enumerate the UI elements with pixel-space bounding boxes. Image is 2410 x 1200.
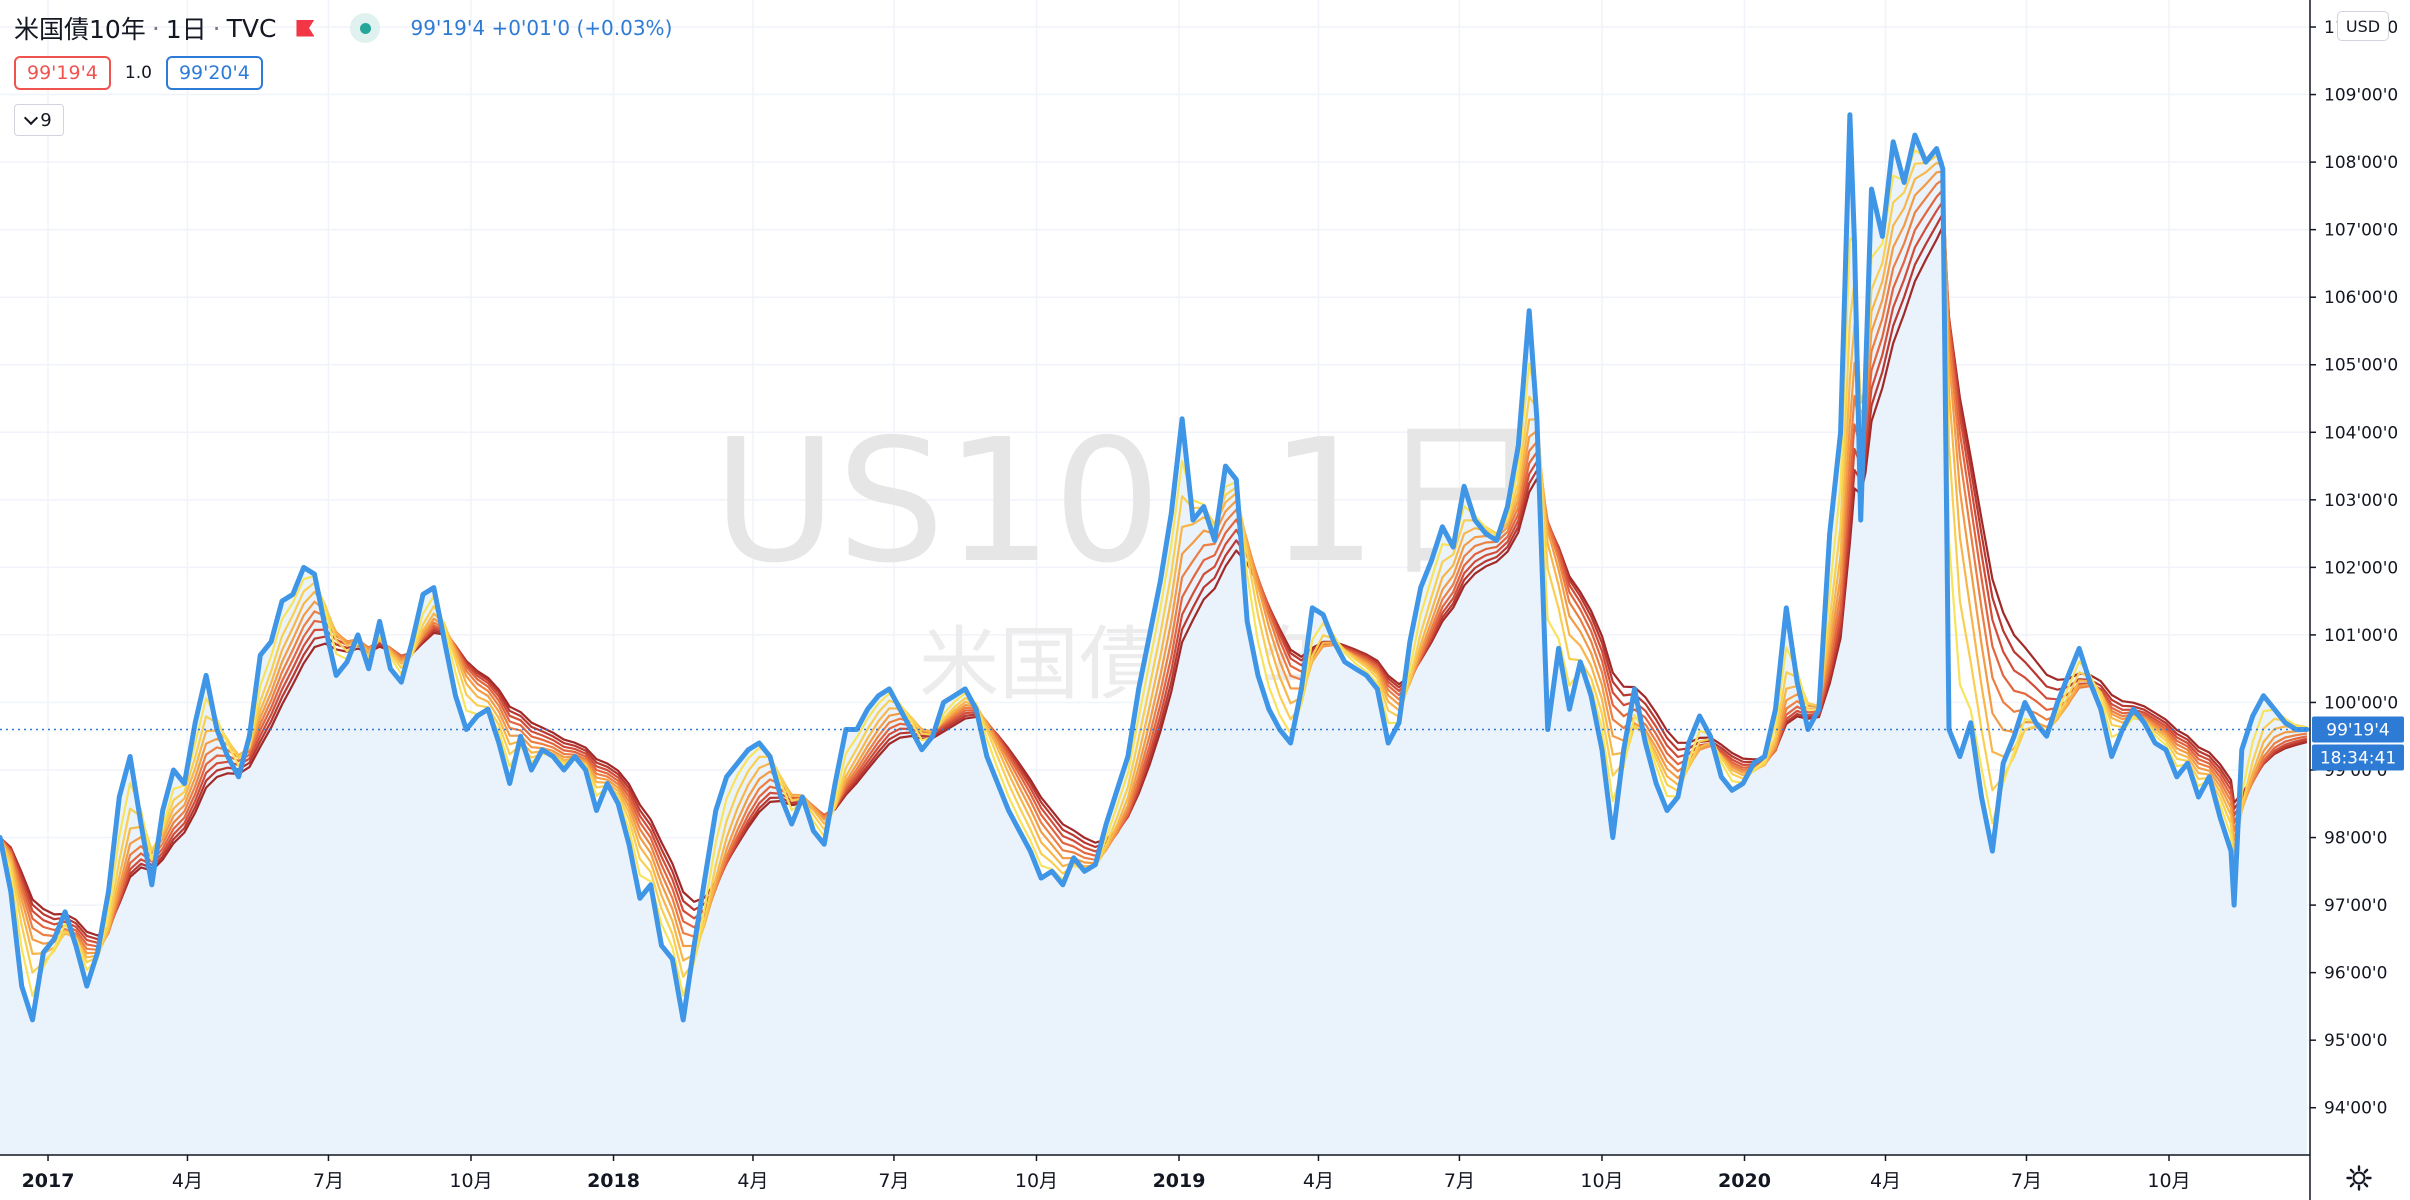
y-tick-label: 102'00'0 (2324, 558, 2398, 578)
x-tick-label: 4月 (1870, 1170, 1901, 1192)
y-tick-label: 107'00'0 (2324, 221, 2398, 241)
y-tick-label: 94'00'0 (2324, 1099, 2387, 1119)
header-last-price: 99'19'4 +0'01'0 (+0.03%) (410, 16, 672, 40)
time-axis[interactable]: 2017 4月 7月 10月 2018 4月 7月 10月 2019 4月 7月 10月 2020 4月 7… (22, 1155, 2191, 1192)
header-change: +0'01'0 (491, 16, 571, 40)
ask-price-button[interactable]: 99'20'4 (165, 56, 263, 90)
y-tick-label: 106'00'0 (2324, 288, 2398, 308)
header-separator: · (212, 13, 221, 43)
spread-value: 1.0 (124, 63, 152, 83)
last-price-tag-value: 99'19'4 (2326, 720, 2389, 740)
x-tick-label: 2018 (587, 1170, 640, 1192)
y-tick-label: 97'00'0 (2324, 896, 2387, 916)
watermark-symbol: US10, 1日 (713, 403, 1548, 601)
x-tick-label: 10月 (1580, 1170, 1623, 1192)
y-tick-label: 95'00'0 (2324, 1031, 2387, 1051)
x-tick-label: 2019 (1153, 1170, 1206, 1192)
x-tick-label: 2020 (1718, 1170, 1771, 1192)
moving-average-ribbon (0, 149, 2308, 998)
price-area-fill (0, 114, 2307, 1155)
countdown-tag-bg (2312, 744, 2404, 771)
last-price-tag: 99'19'4 18:34:41 (2312, 716, 2404, 771)
header-change-pct: (+0.03%) (576, 16, 673, 40)
symbol-watermark: US10, 1日 米国債10年 (713, 403, 1548, 711)
settings-gear-icon[interactable] (2346, 1165, 2372, 1191)
price-axis[interactable]: 94'00'095'00'096'00'097'00'098'00'099'00… (2310, 18, 2398, 1119)
quote-row: 99'19'4 1.0 99'20'4 (14, 56, 263, 90)
ema-line (0, 170, 2307, 955)
x-tick-label: 10月 (2147, 1170, 2190, 1192)
y-tick-label: 98'00'0 (2324, 829, 2387, 849)
last-price-tag-bg (2312, 716, 2404, 743)
chevron-down-icon (24, 110, 39, 125)
x-tick-label: 10月 (449, 1170, 492, 1192)
x-tick-label: 4月 (172, 1170, 203, 1192)
x-tick-label: 7月 (878, 1170, 909, 1192)
countdown-tag-value: 18:34:41 (2320, 748, 2396, 768)
symbol-header: 米国債10年 · 1日 · TVC 99'19'4 +0'01'0 (+0.03… (14, 10, 672, 46)
y-tick-label: 100'00'0 (2324, 693, 2398, 713)
indicators-toggle-button[interactable]: 9 (14, 104, 64, 136)
header-price-value: 99'19'4 (410, 16, 486, 40)
y-tick-label: 96'00'0 (2324, 964, 2387, 984)
currency-button[interactable]: USD (2337, 11, 2389, 41)
header-separator: · (151, 13, 160, 43)
flag-icon[interactable] (296, 19, 315, 37)
y-tick-label: 108'00'0 (2324, 153, 2398, 173)
exchange-label: TVC (226, 13, 277, 43)
market-status-icon[interactable] (350, 13, 381, 43)
x-tick-label: 10月 (1015, 1170, 1058, 1192)
price-line-series (0, 112, 2310, 1023)
interval-label[interactable]: 1日 (165, 15, 207, 44)
symbol-name[interactable]: 米国債10年 (14, 15, 146, 44)
indicators-count: 9 (40, 109, 52, 131)
x-tick-label: 7月 (1444, 1170, 1475, 1192)
x-tick-label: 7月 (2011, 1170, 2042, 1192)
market-open-dot-icon (359, 22, 371, 34)
y-tick-label: 101'00'0 (2324, 626, 2398, 646)
x-tick-label: 7月 (313, 1170, 344, 1192)
y-tick-label: 104'00'0 (2324, 423, 2398, 443)
ema-line (0, 154, 2308, 978)
x-tick-label: 2017 (22, 1170, 75, 1192)
bid-price-button[interactable]: 99'19'4 (14, 56, 111, 90)
x-tick-label: 4月 (737, 1170, 768, 1192)
y-tick-label: 103'00'0 (2324, 491, 2398, 511)
ema-line (0, 161, 2307, 962)
x-tick-label: 4月 (1303, 1170, 1334, 1192)
y-tick-label: 109'00'0 (2324, 86, 2398, 106)
y-tick-label: 105'00'0 (2324, 356, 2398, 376)
